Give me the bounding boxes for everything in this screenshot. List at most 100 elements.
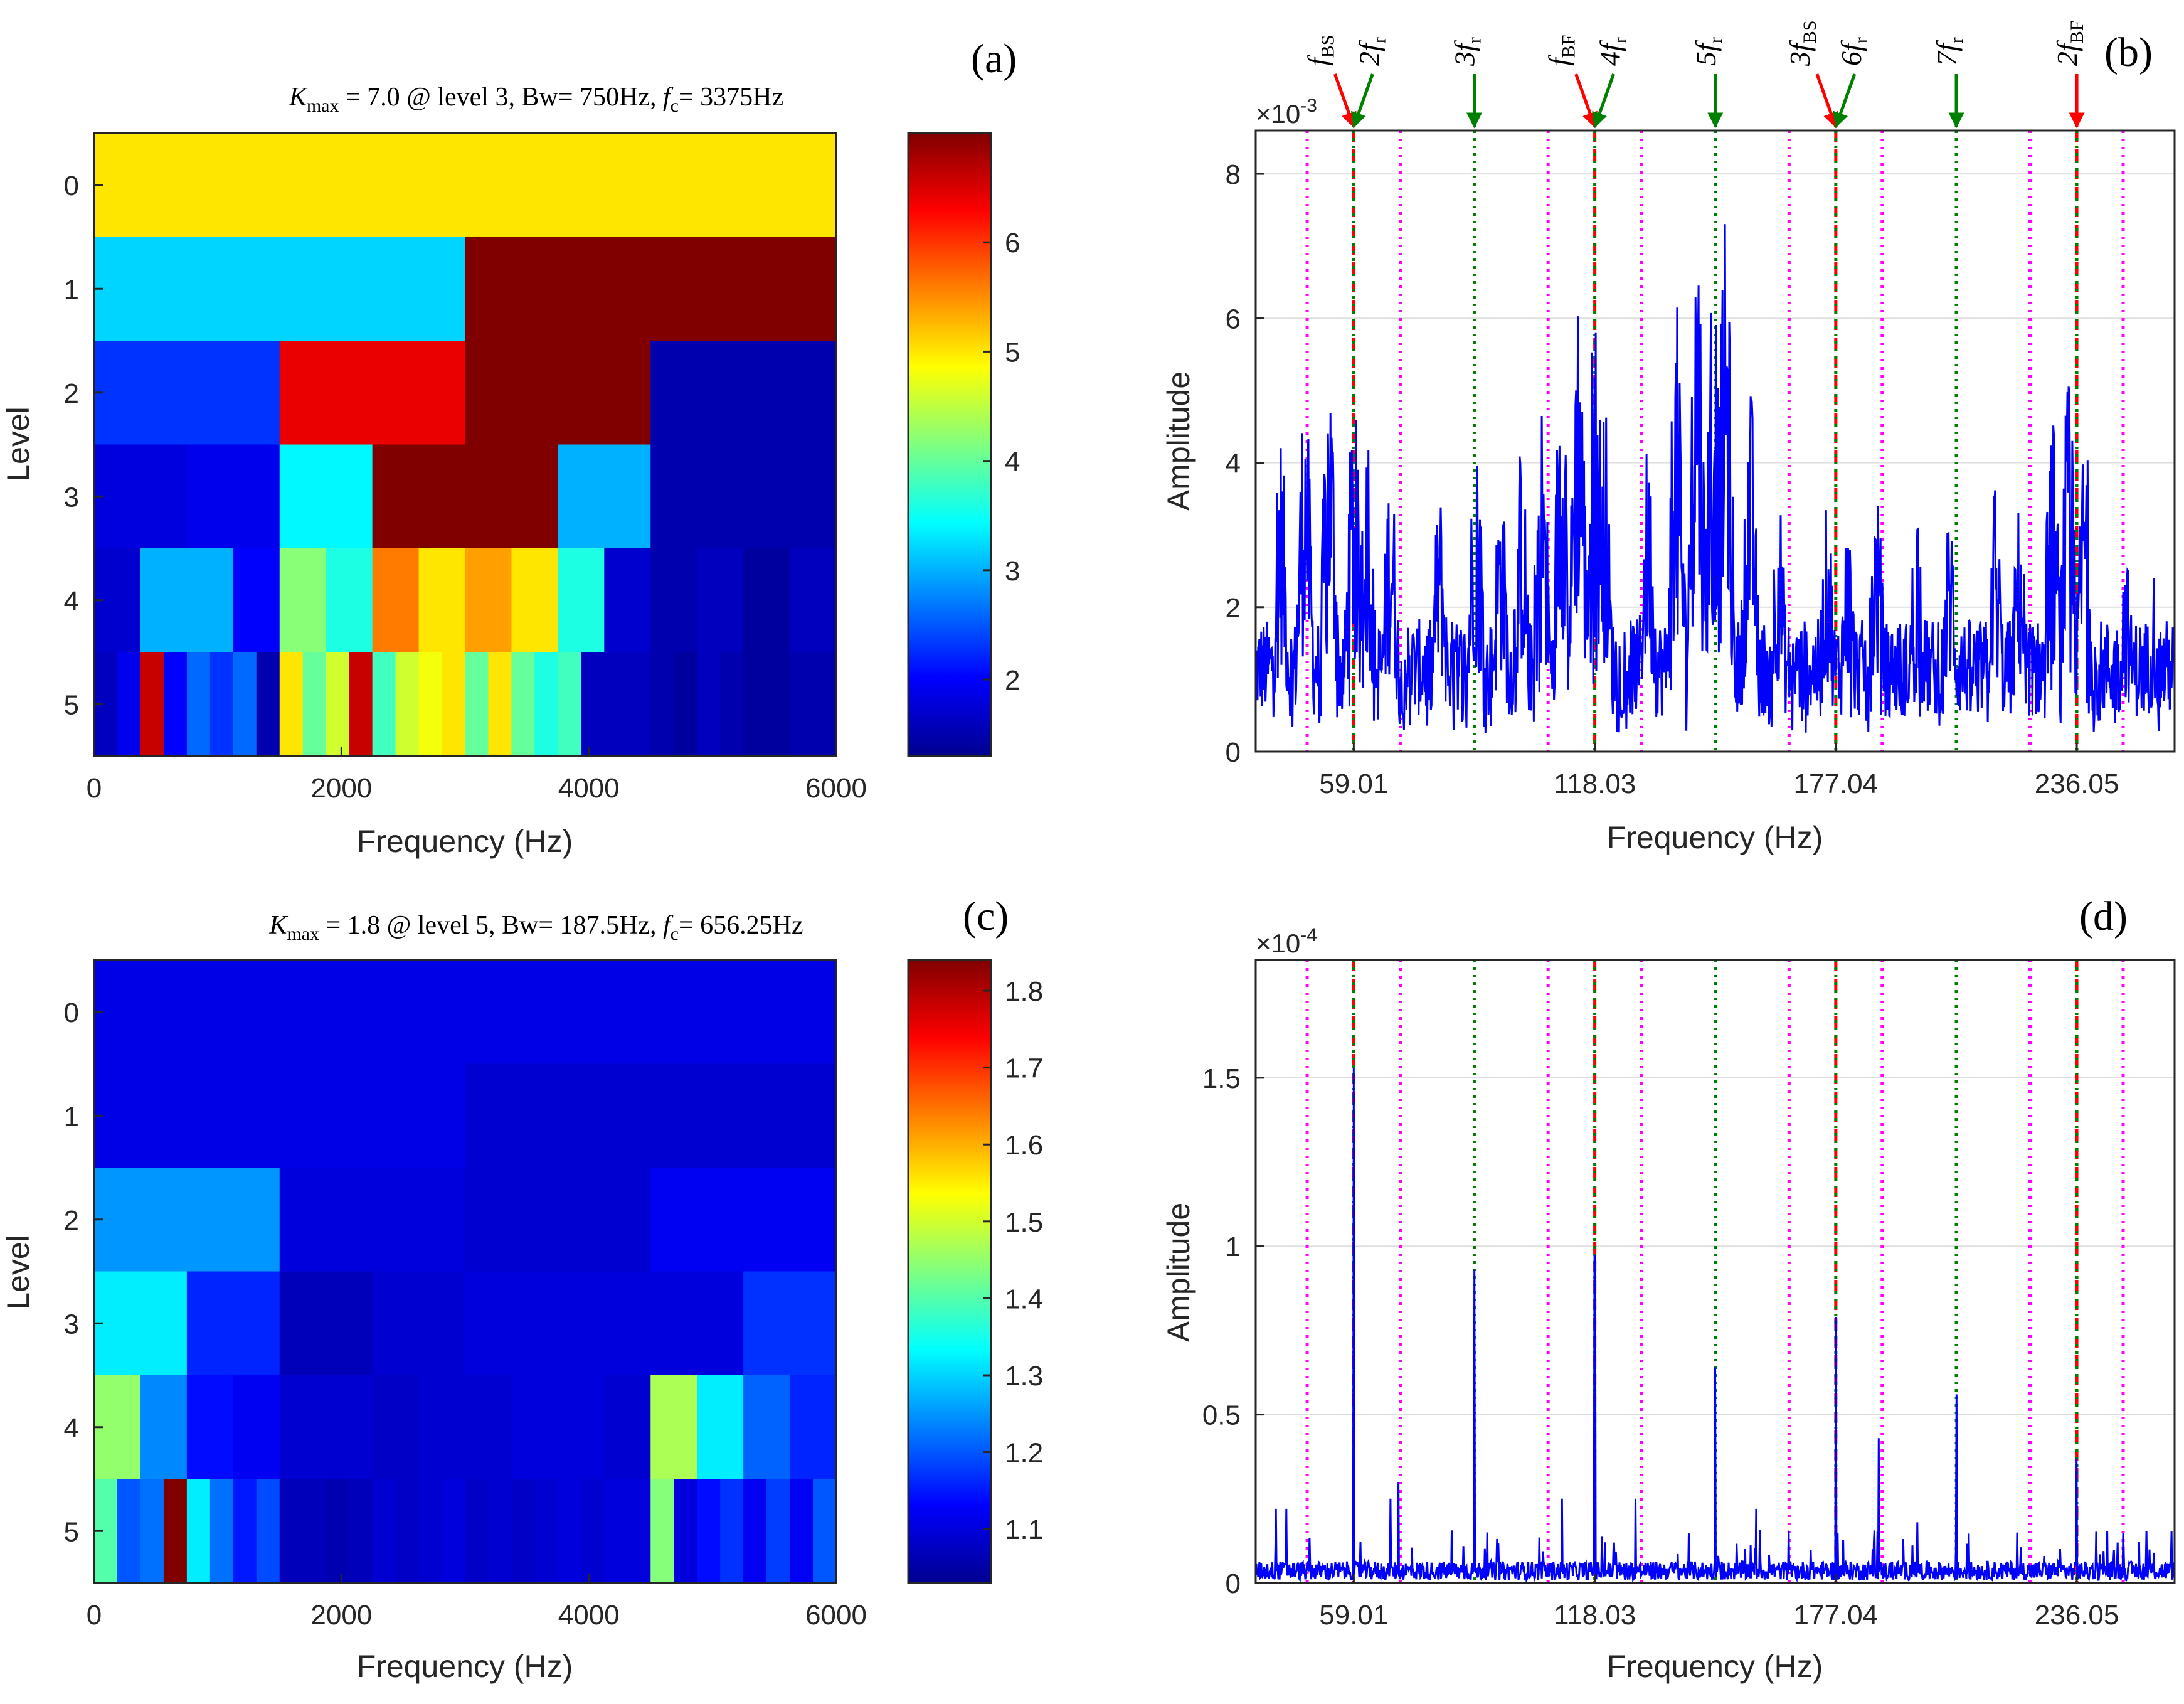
heatmap-cell: [349, 1479, 373, 1584]
annotation-base: 6f: [1835, 40, 1867, 66]
heatmap-cell: [233, 548, 280, 653]
heatmap-cell: [279, 1168, 466, 1272]
x-axis-label-c: Frequency (Hz): [357, 1649, 573, 1684]
heatmap-cell: [372, 548, 420, 653]
heatmap-cell: [326, 1375, 373, 1480]
heatmap-cell: [790, 1479, 814, 1584]
heatmap-cell: [813, 1479, 837, 1584]
y-tick-label: 5: [64, 690, 79, 720]
heatmap-cell: [697, 652, 721, 757]
colorbar-tick-label: 3: [1005, 556, 1020, 587]
colorbar-tick-label: 1.8: [1005, 976, 1043, 1007]
title-c-sub: c: [671, 924, 679, 944]
heatmap-cell: [442, 652, 466, 757]
y-ticks-d: 0 0.5 1 1.5: [1202, 1063, 1264, 1599]
heatmap-cell: [743, 1271, 837, 1376]
heatmap-cell: [186, 548, 234, 653]
amplitude-spectrum-b: [1254, 224, 2176, 733]
heatmap-cell: [743, 1375, 790, 1480]
heatmap-cells-c: [94, 960, 837, 1584]
x-ticks-c: 0 2000 4000 6000: [87, 1574, 867, 1631]
heatmap-cell: [209, 652, 234, 757]
heatmap-cell: [94, 237, 466, 341]
colorbar-c: [907, 959, 992, 1584]
heatmap-cell: [94, 133, 837, 238]
heatmap-title-a: Kmax = 7.0 @ level 3, Bw= 750Hz, fc= 337…: [289, 83, 783, 116]
heatmap-cell: [674, 652, 697, 757]
title-k: K: [289, 83, 308, 112]
heatmap-cell: [558, 1271, 651, 1376]
heatmap-cell: [209, 1479, 234, 1584]
colorbar-tick-label: 1.6: [1005, 1130, 1043, 1161]
heatmap-cell: [650, 341, 837, 445]
annotation-label: 2fBF: [2051, 21, 2087, 66]
y-tick-label: 0.5: [1202, 1400, 1241, 1431]
y-tick-label: 1.5: [1202, 1063, 1241, 1094]
heatmap-cell: [604, 1479, 628, 1584]
heatmap-cell: [743, 444, 837, 549]
heatmap-cell: [604, 1375, 651, 1480]
heatmap-cell: [813, 652, 837, 757]
y-tick-label: 8: [1226, 159, 1241, 190]
heatmap-cell: [186, 444, 280, 549]
heatmap-cell: [581, 1479, 605, 1584]
heatmap-cell: [465, 1168, 651, 1272]
annotation-arrow: [1351, 73, 1374, 129]
annotation-base: 2f: [1353, 40, 1385, 66]
heatmap-cell: [94, 341, 280, 445]
y-ticks-b: 0 2 4 6 8: [1226, 159, 1264, 768]
heatmap-cell: [372, 652, 396, 757]
x-ticks-d: 59.01 118.03 177.04 236.05: [1319, 1574, 2119, 1631]
x-tick-label: 2000: [310, 773, 372, 804]
title-middle: = 1.8 @ level 5, Bw= 187.5Hz,: [319, 911, 663, 940]
heatmap-cell: [302, 652, 327, 757]
heatmap-cell: [511, 1479, 536, 1584]
x-tick-label: 236.05: [2035, 1600, 2119, 1631]
heatmap-cell: [604, 548, 651, 653]
title-k: K: [268, 911, 288, 940]
heatmap-cell: [186, 1375, 234, 1480]
x-tick-label: 0: [87, 773, 102, 804]
heatmap-cell: [720, 652, 744, 757]
y-tick-label: 3: [64, 1309, 79, 1339]
heatmap-cell: [650, 1479, 674, 1584]
heatmap-cell: [650, 652, 674, 757]
heatmap-cell: [650, 548, 697, 653]
heatmap-cell: [117, 652, 141, 757]
annotation-subscript: r: [1464, 37, 1485, 43]
colorbar-a: [907, 132, 992, 757]
annotation-base: 3f: [1448, 40, 1480, 67]
heatmap-cell: [650, 1168, 837, 1272]
heatmap-cell: [140, 1479, 164, 1584]
heatmap-cell: [256, 1479, 280, 1584]
x-tick-label: 6000: [805, 773, 867, 804]
heatmap-cell: [233, 1375, 280, 1480]
y-tick-label: 0: [64, 998, 79, 1028]
heatmap-cell: [465, 652, 489, 757]
annotation-base: 2f: [2051, 40, 2083, 66]
heatmap-cell: [558, 1375, 605, 1480]
x-tick-label: 236.05: [2035, 769, 2119, 799]
heatmap-cell: [697, 1375, 744, 1480]
x-tick-label: 4000: [558, 773, 620, 804]
heatmap-cell: [627, 652, 651, 757]
heatmap-title-c: Kmax = 1.8 @ level 5, Bw= 187.5Hz, fc= 6…: [268, 911, 803, 944]
heatmap-cell: [465, 444, 558, 549]
heatmap-cell: [697, 1479, 721, 1584]
heatmap-cell: [650, 1375, 697, 1480]
x-ticks-b: 59.01 118.03 177.04 236.05: [1319, 743, 2119, 799]
y-tick-label: 2: [64, 1205, 79, 1236]
colorbar-tick-label: 1.7: [1005, 1053, 1043, 1084]
heatmap-cell: [279, 652, 304, 757]
heatmap-cell: [349, 652, 373, 757]
annotation-arrow: [1333, 73, 1357, 129]
heatmap-cell: [766, 652, 790, 757]
annotation-arrow: [1574, 73, 1598, 129]
heatmap-cell: [186, 1271, 280, 1376]
title-end: = 3375Hz: [679, 83, 783, 112]
annotation-label: 6fr: [1835, 37, 1872, 66]
heatmap-cell: [558, 652, 581, 757]
panel-a: (a) Kmax = 7.0 @ level 3, Bw= 750Hz, fc=…: [1, 36, 1020, 859]
heatmap-cell: [465, 341, 651, 445]
